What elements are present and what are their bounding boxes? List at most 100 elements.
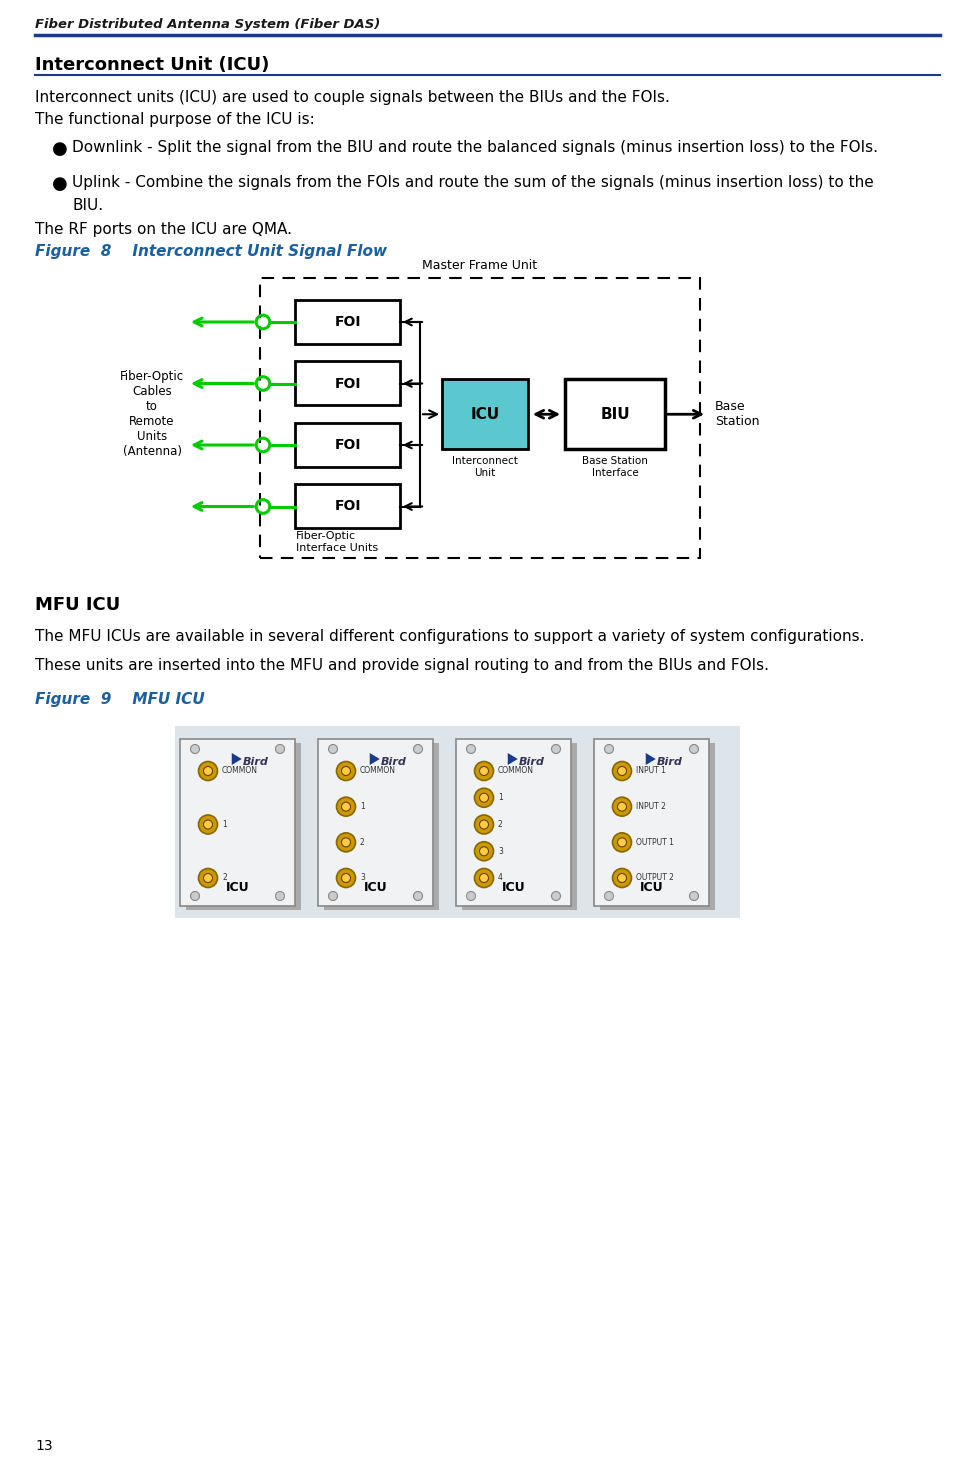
Circle shape — [604, 891, 613, 900]
Circle shape — [329, 744, 337, 753]
Circle shape — [604, 744, 613, 753]
Circle shape — [617, 873, 627, 882]
Text: COMMON: COMMON — [498, 766, 534, 775]
Circle shape — [341, 802, 350, 812]
Bar — [295, 361, 400, 405]
Circle shape — [617, 766, 627, 775]
Text: FOI: FOI — [334, 376, 361, 390]
Bar — [260, 277, 700, 558]
Text: COMMON: COMMON — [360, 766, 396, 775]
Text: OUTPUT 2: OUTPUT 2 — [636, 873, 674, 882]
Text: Bird: Bird — [381, 757, 408, 766]
Text: ICU: ICU — [470, 407, 499, 421]
Circle shape — [466, 744, 476, 753]
Circle shape — [480, 821, 488, 829]
Text: Figure  8    Interconnect Unit Signal Flow: Figure 8 Interconnect Unit Signal Flow — [35, 244, 387, 258]
Bar — [565, 379, 665, 449]
Bar — [186, 743, 301, 910]
Circle shape — [475, 788, 493, 807]
Bar — [600, 743, 715, 910]
Text: 3: 3 — [498, 847, 503, 856]
Text: 13: 13 — [35, 1439, 53, 1453]
Text: These units are inserted into the MFU and provide signal routing to and from the: These units are inserted into the MFU an… — [35, 658, 769, 672]
Text: INPUT 2: INPUT 2 — [636, 802, 666, 812]
Circle shape — [199, 815, 217, 834]
Text: Master Frame Unit: Master Frame Unit — [422, 258, 537, 272]
Text: MFU ICU: MFU ICU — [35, 596, 120, 614]
Text: ICU: ICU — [364, 881, 387, 894]
Text: FOI: FOI — [334, 437, 361, 452]
Circle shape — [552, 744, 561, 753]
Circle shape — [204, 821, 213, 829]
Bar — [318, 738, 433, 906]
Text: The RF ports on the ICU are QMA.: The RF ports on the ICU are QMA. — [35, 222, 292, 236]
Circle shape — [276, 891, 285, 900]
Bar — [295, 484, 400, 528]
Circle shape — [276, 744, 285, 753]
Circle shape — [475, 815, 493, 834]
Text: Bird: Bird — [243, 757, 269, 766]
Text: 4: 4 — [498, 873, 503, 882]
Text: COMMON: COMMON — [222, 766, 258, 775]
Circle shape — [466, 891, 476, 900]
Bar — [324, 743, 439, 910]
Circle shape — [204, 873, 213, 882]
Text: Uplink - Combine the signals from the FOIs and route the sum of the signals (min: Uplink - Combine the signals from the FO… — [72, 175, 874, 189]
Circle shape — [341, 873, 350, 882]
Text: OUTPUT 1: OUTPUT 1 — [636, 838, 674, 847]
Circle shape — [612, 869, 632, 888]
Circle shape — [612, 762, 632, 781]
Text: Interconnect Unit (ICU): Interconnect Unit (ICU) — [35, 56, 269, 73]
Text: Bird: Bird — [657, 757, 683, 766]
Circle shape — [341, 766, 350, 775]
Text: Fiber-Optic
Interface Units: Fiber-Optic Interface Units — [296, 531, 378, 553]
Text: ICU: ICU — [640, 881, 663, 894]
Circle shape — [480, 766, 488, 775]
Circle shape — [475, 869, 493, 888]
Text: BIU.: BIU. — [72, 198, 103, 213]
Circle shape — [336, 869, 356, 888]
Bar — [594, 738, 709, 906]
Text: Downlink - Split the signal from the BIU and route the balanced signals (minus i: Downlink - Split the signal from the BIU… — [72, 139, 878, 156]
Text: 3: 3 — [360, 873, 365, 882]
Bar — [175, 727, 740, 918]
Text: ●: ● — [52, 175, 67, 192]
Text: Fiber Distributed Antenna System (Fiber DAS): Fiber Distributed Antenna System (Fiber … — [35, 18, 380, 31]
Circle shape — [552, 891, 561, 900]
Text: 2: 2 — [222, 873, 227, 882]
Circle shape — [475, 762, 493, 781]
Text: 1: 1 — [360, 802, 365, 812]
Text: ICU: ICU — [502, 881, 526, 894]
Text: Base
Station: Base Station — [715, 401, 760, 429]
Circle shape — [204, 766, 213, 775]
Text: The functional purpose of the ICU is:: The functional purpose of the ICU is: — [35, 112, 315, 128]
Circle shape — [689, 891, 698, 900]
Text: 2: 2 — [498, 821, 503, 829]
Circle shape — [199, 762, 217, 781]
Polygon shape — [232, 753, 242, 765]
Circle shape — [413, 891, 422, 900]
Circle shape — [341, 838, 350, 847]
Text: Base Station
Interface: Base Station Interface — [582, 457, 648, 479]
Circle shape — [480, 847, 488, 856]
Text: Fiber-Optic
Cables
to
Remote
Units
(Antenna): Fiber-Optic Cables to Remote Units (Ante… — [120, 370, 184, 458]
Bar — [462, 743, 577, 910]
Circle shape — [612, 832, 632, 851]
Text: FOI: FOI — [334, 499, 361, 514]
Text: Bird: Bird — [520, 757, 545, 766]
Polygon shape — [645, 753, 656, 765]
Circle shape — [336, 762, 356, 781]
Bar — [180, 738, 295, 906]
Bar — [456, 738, 571, 906]
Text: INPUT 1: INPUT 1 — [636, 766, 666, 775]
Text: 1: 1 — [222, 821, 227, 829]
Circle shape — [475, 841, 493, 860]
Text: ●: ● — [52, 139, 67, 159]
Circle shape — [617, 802, 627, 812]
Bar — [295, 423, 400, 467]
Circle shape — [199, 869, 217, 888]
Bar — [295, 299, 400, 344]
Bar — [442, 379, 528, 449]
Circle shape — [480, 793, 488, 802]
Text: BIU: BIU — [601, 407, 630, 421]
